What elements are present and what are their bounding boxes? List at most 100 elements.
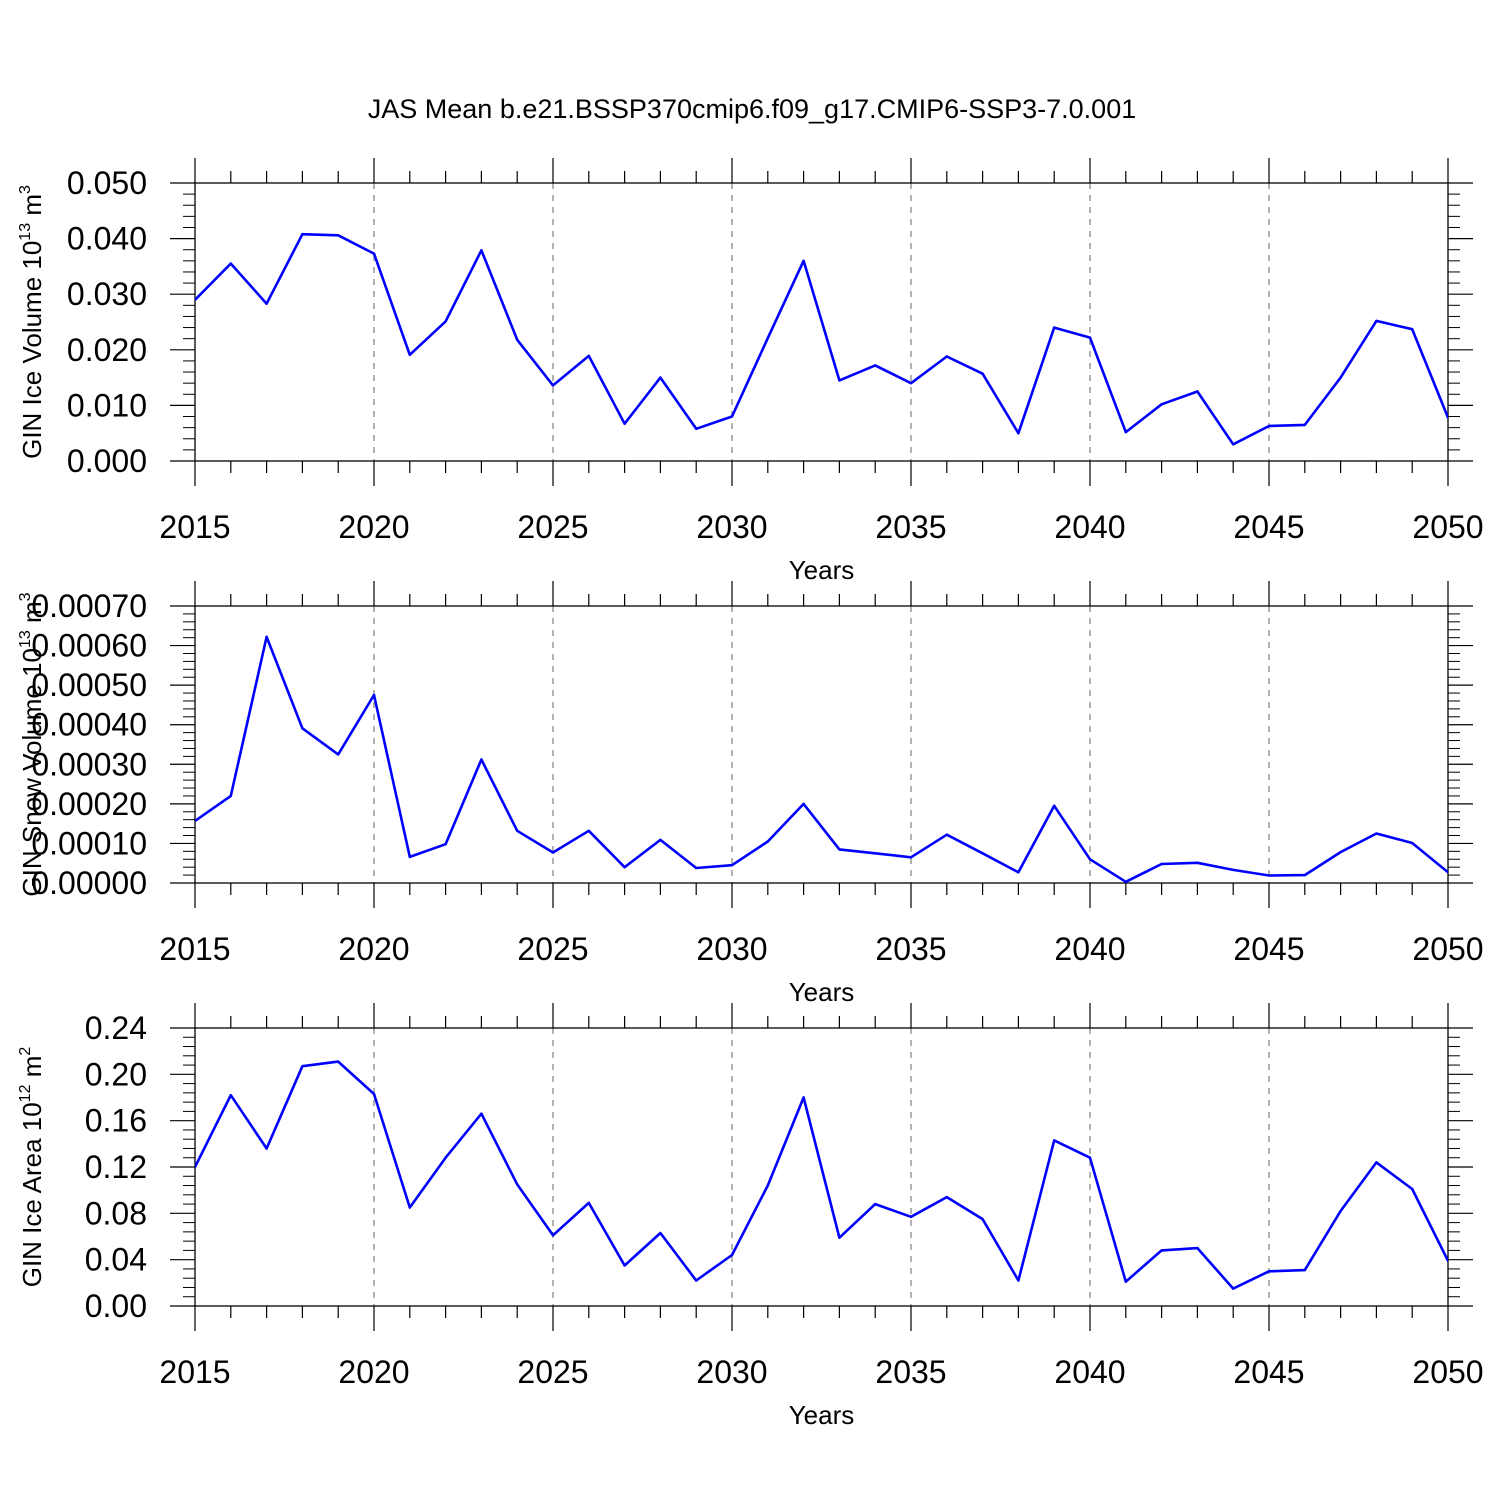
ytick-label: 0.12 (85, 1149, 147, 1185)
data-point (229, 1093, 232, 1097)
y-axis-label-main: GIN Ice Volume 10 (17, 241, 47, 459)
data-point (623, 422, 626, 425)
data-point (1267, 424, 1271, 428)
ytick-label: 0.020 (67, 332, 147, 368)
data-point (909, 1215, 913, 1219)
y-axis-label-main: GIN Ice Area 10 (17, 1102, 47, 1287)
data-point (195, 819, 197, 823)
data-point (516, 1183, 519, 1186)
data-point (623, 865, 626, 869)
data-point (659, 376, 662, 379)
data-point (1053, 1139, 1056, 1142)
data-point (480, 1112, 483, 1115)
data-point (874, 364, 877, 367)
y-axis-label-unit: m (17, 194, 47, 223)
data-point (265, 302, 268, 305)
xtick-label: 2025 (517, 1354, 588, 1390)
data-point (695, 866, 698, 870)
data-point (730, 863, 734, 867)
xtick-label: 2020 (338, 509, 409, 545)
data-point (838, 379, 841, 382)
ytick-label: 0.030 (67, 276, 147, 312)
data-point (301, 232, 304, 236)
panel-ice-volume: 0.000 0.010 0.020 0.030 0.040 0.050 2015 2020 20… (17, 158, 1484, 585)
data-point (1160, 403, 1163, 406)
ytick-label: 0.000 (67, 443, 147, 479)
data-point (1339, 376, 1342, 379)
panel-ice-area: 0.00 0.04 0.08 0.12 0.16 0.20 0.24 2015 2020 2025… (17, 1003, 1484, 1430)
data-point (1017, 432, 1020, 435)
data-point (838, 848, 841, 851)
ytick-label: 0.00050 (31, 667, 147, 703)
data-point (1196, 861, 1199, 865)
y-axis-label: GIN Ice Volume 1013 m3 (17, 185, 47, 459)
data-point (337, 753, 340, 756)
data-point (516, 338, 519, 341)
data-point (301, 1065, 304, 1068)
data-point (1446, 1259, 1448, 1263)
data-point (874, 1202, 877, 1206)
data-point (1232, 1287, 1235, 1290)
y-axis-label-main: GIN Snow Volume 10 (17, 648, 47, 897)
data-point (695, 1279, 698, 1282)
data-point (1196, 1246, 1199, 1250)
data-point (802, 1096, 805, 1099)
y-axis-label-exp: 13 (17, 223, 34, 241)
data-point (1411, 1187, 1414, 1191)
data-point (1411, 328, 1414, 331)
data-point (1446, 416, 1448, 419)
data-point (766, 1184, 769, 1187)
y-axis-label: GIN Ice Area 1012 m2 (17, 1047, 47, 1288)
y-axis-label-unit-exp: 3 (17, 185, 34, 194)
data-point (730, 1253, 734, 1257)
xtick-label: 2050 (1412, 509, 1483, 545)
data-point (229, 262, 232, 265)
data-point (838, 1236, 841, 1239)
plot-frame (194, 605, 1449, 884)
xtick-label: 2045 (1233, 931, 1304, 967)
series-line (195, 232, 1448, 446)
data-point (659, 1231, 662, 1235)
xtick-label: 2035 (875, 1354, 946, 1390)
data-point (1088, 336, 1092, 339)
data-point (1411, 841, 1414, 845)
data-point (480, 249, 483, 252)
data-point (766, 336, 769, 340)
data-point (587, 1201, 590, 1205)
data-point (1232, 868, 1235, 872)
data-point (265, 635, 268, 639)
data-point (1375, 319, 1378, 323)
data-point (981, 372, 984, 375)
data-point (1053, 804, 1056, 808)
xtick-label: 2035 (875, 931, 946, 967)
ytick-label: 0.010 (67, 387, 147, 423)
ytick-label: 0.00040 (31, 707, 147, 743)
data-point (444, 1156, 447, 1159)
data-point (1267, 874, 1271, 877)
xtick-label: 2040 (1054, 509, 1125, 545)
data-point (372, 1092, 376, 1096)
data-point (1053, 326, 1056, 329)
data-point (516, 829, 519, 832)
xtick-label: 2030 (696, 509, 767, 545)
data-point (802, 259, 805, 263)
data-point (802, 802, 805, 806)
data-point (1088, 1156, 1092, 1159)
data-point (981, 852, 984, 855)
data-point (909, 856, 913, 859)
xtick-label: 2030 (696, 931, 767, 967)
xtick-label: 2015 (159, 1354, 230, 1390)
x-axis-label: Years (789, 977, 855, 1007)
ytick-label: 0.00 (85, 1288, 147, 1324)
data-point (195, 1165, 197, 1169)
data-point (1303, 1268, 1307, 1272)
ytick-label: 0.08 (85, 1195, 147, 1231)
ytick-label: 0.00030 (31, 746, 147, 782)
ytick-label: 0.16 (85, 1103, 147, 1139)
plot-frame (194, 182, 1449, 462)
xtick-label: 2025 (517, 509, 588, 545)
x-axis-label: Years (789, 555, 855, 585)
data-point (229, 794, 232, 798)
